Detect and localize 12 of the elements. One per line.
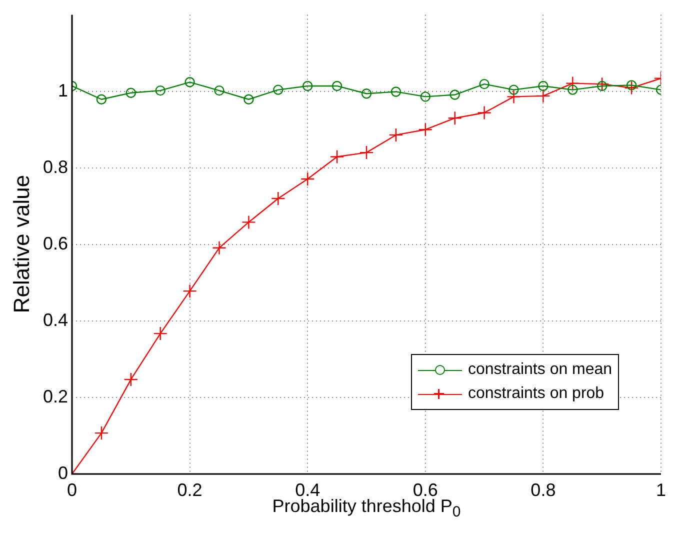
legend-label: constraints on mean: [468, 361, 612, 379]
y-tick-label: 0.2: [42, 386, 68, 406]
y-tick-label: 0.8: [42, 156, 68, 177]
y-tick-label: 0: [58, 462, 68, 483]
x-tick-label: 1: [656, 480, 666, 500]
y-tick-label: 0.6: [42, 233, 68, 254]
x-tick-label: 0.8: [530, 480, 556, 500]
y-tick-label: 1: [58, 80, 68, 100]
x-tick-label: 0.2: [177, 480, 202, 500]
legend-label: constraints on prob: [468, 385, 604, 403]
y-tick-label: 0.4: [42, 310, 68, 330]
y-axis-title: Relative value: [9, 175, 35, 314]
